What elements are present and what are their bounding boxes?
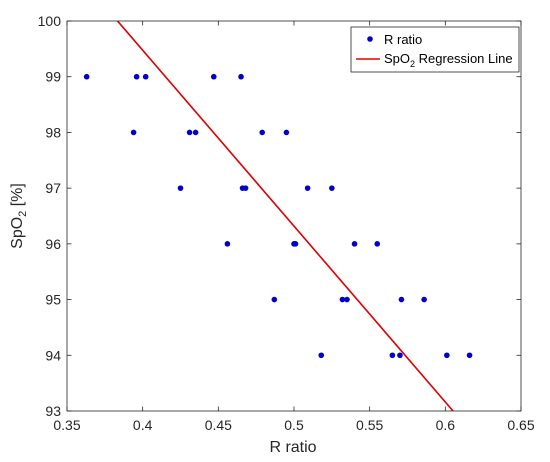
data-point [259, 129, 266, 136]
data-point [466, 352, 473, 359]
data-point [283, 129, 290, 136]
axes: 0.35 0.4 0.45 0.5 0.55 0.6 0.65 93 94 95 96 97 98 99 1… [38, 13, 535, 433]
data-point [186, 129, 193, 136]
x-tick-label: 0.65 [507, 417, 534, 433]
data-point [389, 352, 396, 359]
data-point [192, 129, 199, 136]
y-tick-label: 95 [45, 292, 61, 308]
y-axis-label: SpO2 [%] [9, 183, 29, 249]
legend: R ratio SpO2 Regression Line [350, 26, 520, 73]
data-point [292, 241, 299, 247]
x-axis-label: R ratio [269, 439, 316, 456]
y-tick-label: 99 [45, 69, 61, 85]
y-tick-label: 97 [45, 180, 61, 196]
data-point [210, 73, 217, 80]
regression-line [116, 21, 454, 411]
legend-label-line-main: SpO [384, 51, 410, 66]
y-axis-label-subscript: 2 [17, 211, 29, 217]
data-point [421, 296, 427, 303]
legend-label-line-subscript: 2 [410, 59, 415, 69]
x-tick-label: 0.6 [436, 417, 456, 433]
data-point [344, 296, 350, 303]
data-point [398, 296, 405, 303]
y-tick-label: 98 [45, 124, 61, 140]
data-point [142, 73, 149, 80]
legend-label-line: SpO2 Regression Line [384, 51, 513, 69]
data-point [224, 241, 231, 247]
legend-box [350, 26, 520, 73]
legend-marker-scatter [367, 36, 373, 42]
y-tick-label: 93 [45, 403, 61, 419]
x-tick-label: 0.5 [284, 417, 304, 433]
y-axis-label-tail: [%] [9, 183, 26, 211]
data-point [83, 73, 90, 80]
x-tick-label: 0.35 [53, 417, 80, 433]
data-point [133, 73, 140, 80]
data-point [397, 352, 403, 359]
data-point [130, 129, 137, 136]
data-point [242, 185, 249, 191]
data-point [238, 73, 244, 80]
legend-label-scatter: R ratio [384, 32, 422, 47]
legend-label-line-tail: Regression Line [415, 51, 513, 66]
y-axis-label-main: SpO [9, 217, 26, 249]
plot-background [67, 21, 521, 411]
data-point [271, 296, 278, 303]
y-tick-label: 96 [45, 236, 61, 252]
x-tick-label: 0.55 [356, 417, 383, 433]
data-point [304, 185, 311, 191]
data-point [339, 296, 346, 303]
y-tick-label: 100 [38, 13, 62, 29]
y-tick-label: 94 [45, 347, 61, 363]
plot-area [67, 21, 521, 411]
x-tick-label: 0.45 [205, 417, 232, 433]
data-point [318, 352, 325, 359]
x-tick-label: 0.4 [133, 417, 153, 433]
data-point [177, 185, 184, 191]
data-point [444, 352, 450, 359]
data-point [329, 185, 335, 191]
data-point [374, 241, 381, 247]
data-point [351, 241, 358, 247]
